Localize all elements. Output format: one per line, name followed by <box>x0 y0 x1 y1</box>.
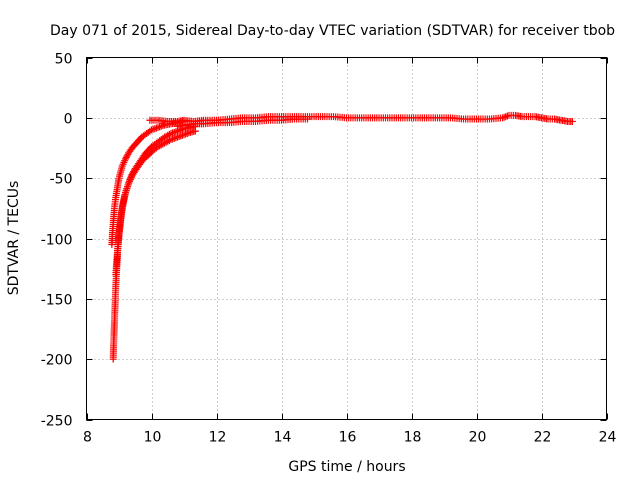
data-point <box>154 123 162 131</box>
data-point <box>499 114 506 122</box>
x-tick-label: 18 <box>404 430 422 446</box>
data-point <box>151 125 159 133</box>
y-tick-label: -150 <box>41 293 73 309</box>
data-point <box>129 169 137 177</box>
data-point <box>127 174 135 182</box>
data-point <box>172 128 180 136</box>
data-point <box>169 135 177 143</box>
y-tick-label: 50 <box>55 52 73 68</box>
data-point <box>149 125 157 133</box>
data-point <box>159 122 167 130</box>
y-tick-label: -200 <box>41 353 73 369</box>
data-point <box>126 176 134 184</box>
y-tick-label: -50 <box>50 172 73 188</box>
x-tick-label: 8 <box>83 430 92 446</box>
data-point <box>167 136 175 144</box>
x-tick-label: 22 <box>534 430 552 446</box>
data-point <box>177 132 185 140</box>
data-point <box>503 112 511 120</box>
data-point <box>170 134 178 142</box>
data-point <box>500 113 508 121</box>
data-point <box>128 171 136 179</box>
data-point <box>152 124 160 132</box>
data-point <box>156 123 164 131</box>
x-tick-label: 24 <box>599 430 617 446</box>
x-tick-label: 12 <box>209 430 227 446</box>
data-point <box>125 177 133 185</box>
series-lower-band <box>174 115 311 130</box>
y-tick-label: -250 <box>41 414 73 430</box>
y-tick-label: -100 <box>41 233 73 249</box>
data-point <box>165 130 173 138</box>
x-tick-label: 14 <box>274 430 292 446</box>
data-point <box>175 133 183 141</box>
chart-title: Day 071 of 2015, Sidereal Day-to-day VTE… <box>50 23 615 39</box>
data-point <box>125 179 133 187</box>
data-point <box>122 153 130 161</box>
y-axis-label: SDTVAR / TECUs <box>6 181 22 296</box>
data-point <box>304 115 311 123</box>
data-point <box>174 133 181 141</box>
data-point <box>167 130 175 138</box>
data-point <box>180 131 188 139</box>
plot-frame <box>86 57 607 420</box>
data-point <box>157 122 165 130</box>
data-point <box>148 126 155 134</box>
data-point <box>568 117 576 125</box>
data-point <box>130 168 138 176</box>
series-track-c <box>112 122 199 279</box>
x-tick-label: 10 <box>144 430 162 446</box>
data-point <box>127 172 135 180</box>
axis-ticks <box>86 57 608 421</box>
y-tick-label: 0 <box>64 112 73 128</box>
grid <box>86 57 607 420</box>
data-point <box>165 136 173 144</box>
data-point <box>170 128 178 136</box>
x-tick-label: 16 <box>339 430 357 446</box>
tick-labels: 8 10 12 14 16 18 20 22 24 50 0 -50 -100 -150 -200 -250 <box>41 52 617 446</box>
x-axis-label: GPS time / hours <box>288 459 405 475</box>
data-point <box>178 131 186 139</box>
data-point <box>123 152 131 160</box>
data-marks <box>108 111 576 363</box>
data-point <box>502 113 510 121</box>
data-point <box>172 134 180 142</box>
data-point <box>169 129 177 137</box>
data-point <box>122 155 129 163</box>
x-tick-label: 20 <box>469 430 487 446</box>
